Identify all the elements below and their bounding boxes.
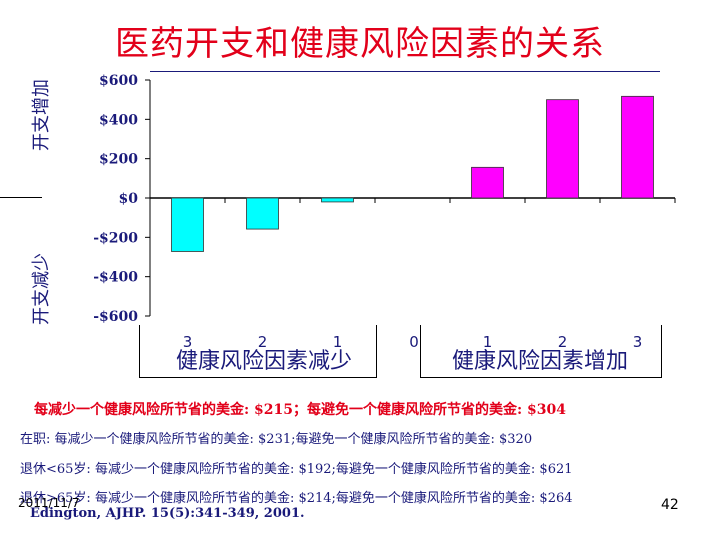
page-number: 42 xyxy=(661,497,679,513)
y-tick-label: $600 xyxy=(99,73,138,89)
decrease-group-label: 健康风险因素减少 xyxy=(176,349,353,374)
y-tick-label: $0 xyxy=(119,191,139,207)
x-tick-label: 1 xyxy=(483,333,493,351)
note-employed: 在职: 每减少一个健康风险所节省的美金: $231;每避免一个健康风险所节省的美… xyxy=(20,432,533,447)
y-tick-label: -$200 xyxy=(93,230,138,246)
decrease-group-bracket xyxy=(139,325,377,378)
y-tick-label: $400 xyxy=(99,112,138,128)
note-retired-under-65: 退休<65岁: 每减少一个健康风险所节省的美金: $192;每避免一个健康风险所… xyxy=(20,462,573,477)
bar-increase-2 xyxy=(546,99,579,199)
title-divider xyxy=(150,71,660,72)
increase-group-bracket xyxy=(420,325,662,378)
x-tick-label: 3 xyxy=(633,333,643,351)
source-citation: Edington, AJHP. 15(5):341-349, 2001. xyxy=(30,506,305,521)
y-tick-label: -$600 xyxy=(93,309,138,325)
slide-date: 2011/11/7 xyxy=(18,496,80,510)
x-tick-label: 2 xyxy=(558,333,568,351)
x-tick-label: 0 xyxy=(409,333,419,351)
savings-summary: 每减少一个健康风险所节省的美金: $215；每避免一个健康风险所节省的美金: $… xyxy=(34,402,567,418)
x-tick-label: 3 xyxy=(183,333,193,351)
left-edge-rule xyxy=(0,197,42,198)
bar-increase-1 xyxy=(471,166,504,199)
bar-increase-3 xyxy=(621,95,654,199)
y-tick-label: $200 xyxy=(99,152,138,168)
bar-decrease-1 xyxy=(321,197,354,203)
chart-title: 医药开支和健康风险因素的关系 xyxy=(115,24,605,64)
increase-group-label: 健康风险因素增加 xyxy=(452,349,629,374)
note-retired-over-65: 退休>65岁: 每减少一个健康风险所节省的美金: $214;每避免一个健康风险所… xyxy=(20,491,573,506)
bar-decrease-3 xyxy=(171,197,204,252)
y-tick-label: -$400 xyxy=(93,270,138,286)
bar-decrease-2 xyxy=(246,197,279,230)
x-tick-label: 1 xyxy=(333,333,343,351)
x-tick-label: 2 xyxy=(258,333,268,351)
